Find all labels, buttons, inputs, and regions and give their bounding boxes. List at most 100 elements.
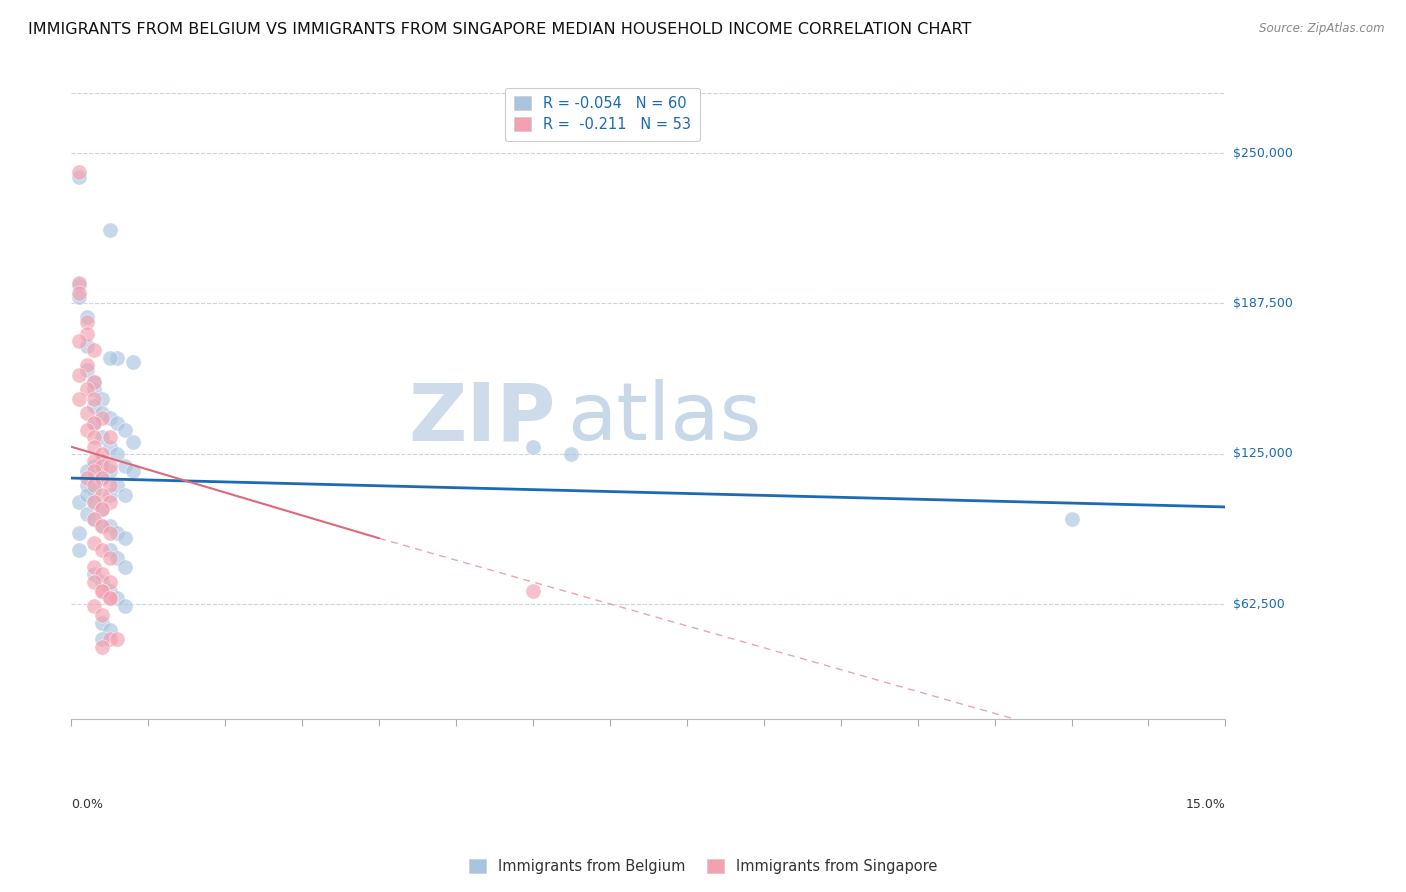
Point bbox=[91, 584, 114, 599]
Point bbox=[114, 488, 136, 502]
Point bbox=[98, 574, 121, 589]
Point bbox=[67, 334, 90, 348]
Point bbox=[114, 531, 136, 545]
Point bbox=[114, 560, 136, 574]
Point bbox=[98, 632, 121, 647]
Point bbox=[107, 351, 129, 365]
Point bbox=[67, 290, 90, 304]
Point bbox=[67, 543, 90, 558]
Point bbox=[67, 368, 90, 382]
Point bbox=[114, 423, 136, 437]
Point bbox=[107, 591, 129, 606]
Point bbox=[98, 519, 121, 533]
Point bbox=[83, 478, 105, 492]
Point bbox=[83, 454, 105, 468]
Point bbox=[522, 440, 544, 454]
Point bbox=[1060, 512, 1083, 526]
Text: Source: ZipAtlas.com: Source: ZipAtlas.com bbox=[1260, 22, 1385, 36]
Point bbox=[121, 434, 143, 449]
Point bbox=[83, 416, 105, 430]
Point bbox=[67, 526, 90, 541]
Point bbox=[76, 423, 98, 437]
Point bbox=[76, 507, 98, 521]
Point bbox=[91, 543, 114, 558]
Point bbox=[91, 615, 114, 630]
Point bbox=[67, 392, 90, 406]
Point bbox=[522, 584, 544, 599]
Point bbox=[76, 358, 98, 372]
Point bbox=[98, 550, 121, 565]
Text: $62,500: $62,500 bbox=[1233, 598, 1285, 611]
Legend: Immigrants from Belgium, Immigrants from Singapore: Immigrants from Belgium, Immigrants from… bbox=[463, 854, 943, 880]
Point bbox=[91, 406, 114, 420]
Point bbox=[91, 488, 114, 502]
Text: $125,000: $125,000 bbox=[1233, 448, 1294, 460]
Point bbox=[67, 495, 90, 509]
Point bbox=[83, 343, 105, 358]
Point bbox=[91, 640, 114, 654]
Legend: R = -0.054   N = 60, R =  -0.211   N = 53: R = -0.054 N = 60, R = -0.211 N = 53 bbox=[505, 87, 700, 141]
Point bbox=[83, 512, 105, 526]
Point bbox=[83, 458, 105, 473]
Point bbox=[83, 416, 105, 430]
Point bbox=[91, 458, 114, 473]
Point bbox=[76, 406, 98, 420]
Point bbox=[107, 478, 129, 492]
Text: IMMIGRANTS FROM BELGIUM VS IMMIGRANTS FROM SINGAPORE MEDIAN HOUSEHOLD INCOME COR: IMMIGRANTS FROM BELGIUM VS IMMIGRANTS FR… bbox=[28, 22, 972, 37]
Text: $187,500: $187,500 bbox=[1233, 297, 1294, 310]
Point bbox=[98, 464, 121, 478]
Point bbox=[83, 574, 105, 589]
Point bbox=[98, 623, 121, 637]
Point bbox=[83, 495, 105, 509]
Point bbox=[91, 502, 114, 516]
Point bbox=[76, 471, 98, 485]
Point bbox=[83, 440, 105, 454]
Point bbox=[98, 495, 121, 509]
Point bbox=[107, 416, 129, 430]
Text: ZIP: ZIP bbox=[409, 379, 555, 458]
Point bbox=[67, 170, 90, 185]
Point bbox=[91, 454, 114, 468]
Point bbox=[91, 574, 114, 589]
Point bbox=[98, 591, 121, 606]
Point bbox=[98, 591, 121, 606]
Point bbox=[83, 464, 105, 478]
Point bbox=[76, 310, 98, 324]
Point bbox=[83, 430, 105, 444]
Point bbox=[83, 560, 105, 574]
Point bbox=[67, 285, 90, 300]
Point bbox=[98, 440, 121, 454]
Point bbox=[91, 608, 114, 623]
Point bbox=[98, 223, 121, 237]
Point bbox=[121, 355, 143, 369]
Point bbox=[98, 458, 121, 473]
Point bbox=[67, 276, 90, 290]
Point bbox=[76, 338, 98, 352]
Point bbox=[98, 410, 121, 425]
Point bbox=[83, 399, 105, 413]
Point bbox=[83, 483, 105, 497]
Point bbox=[91, 632, 114, 647]
Text: 0.0%: 0.0% bbox=[72, 798, 103, 812]
Point bbox=[91, 471, 114, 485]
Point bbox=[98, 543, 121, 558]
Point bbox=[98, 488, 121, 502]
Point bbox=[83, 375, 105, 389]
Point bbox=[91, 567, 114, 582]
Point bbox=[83, 495, 105, 509]
Point bbox=[91, 447, 114, 461]
Point bbox=[91, 392, 114, 406]
Point bbox=[83, 512, 105, 526]
Point bbox=[560, 447, 582, 461]
Point bbox=[98, 351, 121, 365]
Point bbox=[91, 519, 114, 533]
Point bbox=[76, 382, 98, 396]
Point bbox=[83, 567, 105, 582]
Point bbox=[107, 447, 129, 461]
Point bbox=[91, 430, 114, 444]
Point bbox=[114, 458, 136, 473]
Point bbox=[98, 584, 121, 599]
Point bbox=[91, 471, 114, 485]
Text: atlas: atlas bbox=[568, 379, 762, 458]
Point bbox=[98, 526, 121, 541]
